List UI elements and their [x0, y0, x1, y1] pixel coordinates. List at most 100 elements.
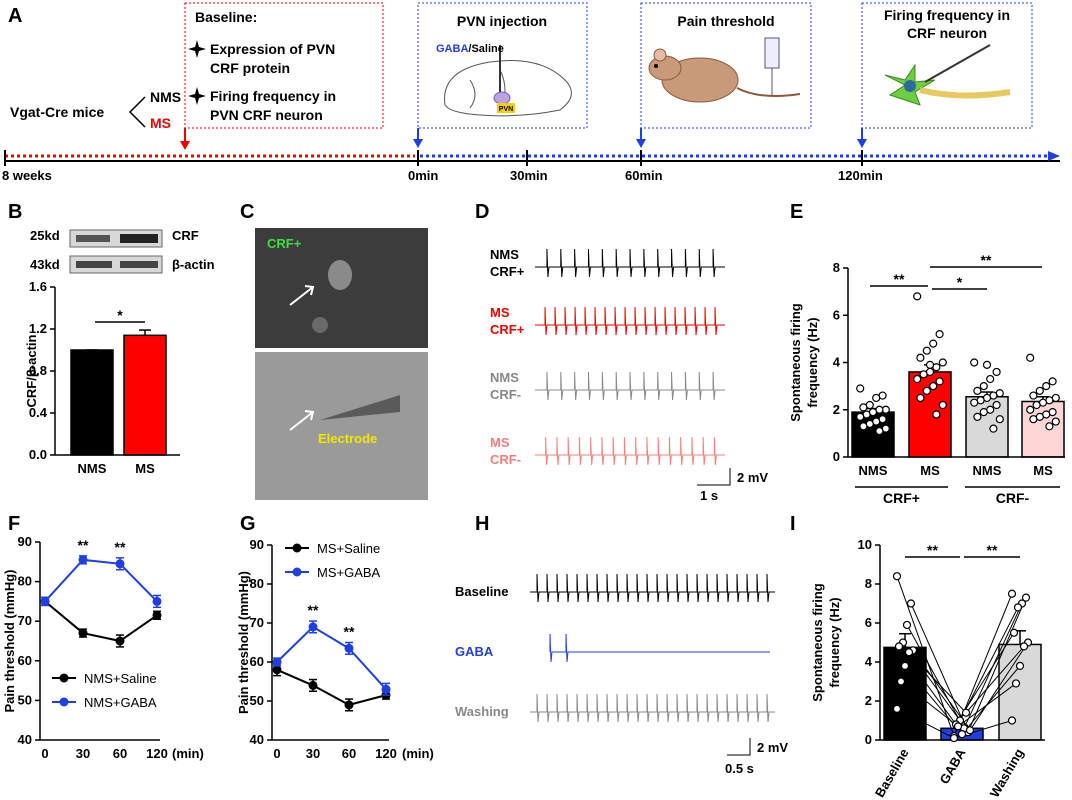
significance-label: **	[308, 602, 319, 618]
y-tick-label: 0.4	[29, 405, 48, 420]
data-point	[308, 680, 318, 690]
bar	[965, 396, 1009, 458]
series-line	[44, 558, 158, 603]
bar	[123, 334, 167, 456]
data-point	[992, 367, 1001, 377]
trace	[535, 371, 725, 401]
data-point	[115, 559, 125, 569]
data-point	[1042, 382, 1051, 391]
label: /Saline	[468, 43, 503, 55]
data-point	[904, 648, 914, 657]
label: CRF-	[490, 387, 521, 402]
y-axis-label: Spontaneous firing	[788, 303, 803, 422]
brightfield-image	[255, 352, 428, 500]
data-point	[970, 398, 979, 407]
timeline-ticks	[4, 150, 863, 166]
y-axis-label: Pain threshold (mmHg)	[236, 571, 251, 714]
legend-label: MS+Saline	[317, 541, 380, 556]
trace	[549, 633, 770, 663]
legend-marker	[292, 543, 302, 553]
label: Firing frequency in	[884, 7, 1010, 23]
timeline-arrows	[180, 128, 867, 150]
data-point	[902, 620, 912, 630]
y-tick-label: 0.0	[29, 447, 47, 462]
label: MS	[490, 305, 510, 320]
data-point	[935, 377, 944, 386]
label: CRF protein	[210, 60, 290, 76]
data-point	[1009, 628, 1019, 637]
x-tick-label: 120	[375, 746, 397, 761]
y-tick-label: 8	[833, 260, 840, 275]
label: NMS	[490, 247, 519, 262]
significance-label: **	[894, 271, 905, 287]
significance-label: *	[117, 307, 123, 323]
x-unit: (min)	[172, 746, 204, 761]
y-tick-label: 80	[18, 574, 32, 589]
label: Pain threshold	[677, 13, 774, 29]
data-point	[935, 330, 944, 339]
cell	[328, 260, 352, 290]
x-tick-label: NMS	[973, 463, 1002, 478]
label: PVN injection	[457, 13, 547, 29]
y-tick-label: 60	[18, 653, 32, 668]
label: CRF	[172, 228, 199, 243]
data-point	[152, 596, 162, 606]
injection-box	[417, 2, 588, 129]
legend-marker	[59, 697, 69, 707]
data-point	[938, 358, 947, 367]
blot-band	[76, 235, 110, 242]
label: CRF+	[490, 264, 525, 279]
y-axis-label: CRF/β-actin	[24, 334, 39, 407]
data-point	[272, 657, 282, 667]
data-point	[875, 426, 884, 436]
data-point	[868, 408, 878, 417]
data-point	[929, 382, 938, 391]
significance-label: **	[987, 542, 998, 558]
data-point	[982, 360, 992, 369]
blot-lane	[69, 255, 163, 274]
label: Washing	[455, 704, 509, 719]
significance-label: **	[927, 542, 938, 558]
data-point	[979, 382, 988, 391]
label: CRF+	[267, 236, 302, 251]
label: 25kd	[30, 228, 60, 243]
bar	[70, 349, 114, 456]
data-point	[1051, 417, 1060, 426]
data-point	[986, 374, 995, 384]
data-point	[40, 596, 50, 606]
x-tick-label: 30	[76, 746, 90, 761]
data-point	[152, 610, 162, 620]
label: NMS	[490, 370, 519, 385]
series-line	[276, 668, 387, 706]
y-tick-label: 50	[18, 692, 32, 707]
data-point	[995, 415, 1004, 424]
data-point	[1048, 377, 1057, 386]
y-tick-label: 8	[865, 576, 872, 591]
arrow	[289, 285, 315, 306]
x-tick-label: 0	[273, 746, 280, 761]
trace	[535, 248, 725, 278]
label: 8 weeks	[2, 168, 52, 183]
label: β-actin	[172, 257, 215, 272]
panel-label: A	[8, 5, 22, 27]
timeline-arrowhead	[1048, 151, 1060, 161]
significance-label: **	[115, 539, 126, 555]
data-point	[1026, 405, 1035, 414]
y-tick-label: 40	[18, 732, 32, 747]
data-point	[856, 412, 865, 421]
y-tick-label: 4	[833, 355, 841, 370]
x-tick-label: Baseline	[872, 746, 912, 800]
mouse-sketch	[648, 37, 801, 103]
data-point	[932, 410, 941, 419]
label: 1 s	[700, 488, 718, 503]
series-line	[44, 600, 158, 643]
data-point	[916, 393, 925, 403]
label: GABA	[436, 43, 468, 55]
label: Baseline:	[195, 9, 257, 25]
y-tick-label: 80	[250, 576, 264, 591]
data-point	[308, 622, 318, 632]
data-point	[929, 339, 938, 348]
legend-marker	[292, 567, 302, 577]
panel-label: D	[475, 201, 489, 223]
y-tick-label: 90	[250, 537, 264, 552]
